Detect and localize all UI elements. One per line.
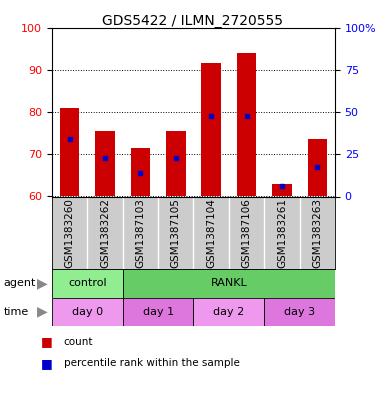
Bar bbox=[193, 298, 264, 326]
Text: ▶: ▶ bbox=[37, 305, 48, 319]
Bar bbox=[123, 298, 193, 326]
Text: day 0: day 0 bbox=[72, 307, 103, 317]
Text: GSM1387106: GSM1387106 bbox=[241, 198, 251, 268]
Text: GSM1383263: GSM1383263 bbox=[312, 198, 322, 268]
Bar bbox=[131, 148, 150, 196]
Text: agent: agent bbox=[4, 278, 36, 288]
Bar bbox=[201, 63, 221, 196]
Bar bbox=[237, 53, 256, 196]
Text: GSM1387105: GSM1387105 bbox=[171, 198, 181, 268]
Text: day 2: day 2 bbox=[213, 307, 244, 317]
Text: control: control bbox=[68, 278, 107, 288]
Bar bbox=[52, 298, 123, 326]
Text: day 3: day 3 bbox=[284, 307, 315, 317]
Text: GSM1387103: GSM1387103 bbox=[136, 198, 146, 268]
Bar bbox=[95, 131, 115, 196]
Bar bbox=[272, 184, 291, 196]
Text: GSM1383260: GSM1383260 bbox=[65, 198, 75, 268]
Bar bbox=[264, 298, 335, 326]
Text: day 1: day 1 bbox=[142, 307, 174, 317]
Bar bbox=[60, 108, 79, 196]
Text: time: time bbox=[4, 307, 29, 317]
Bar bbox=[166, 131, 186, 196]
Text: percentile rank within the sample: percentile rank within the sample bbox=[64, 358, 239, 368]
Text: GSM1383262: GSM1383262 bbox=[100, 198, 110, 268]
Text: RANKL: RANKL bbox=[211, 278, 247, 288]
Text: ▶: ▶ bbox=[37, 276, 48, 290]
Text: GSM1383261: GSM1383261 bbox=[277, 198, 287, 268]
Bar bbox=[123, 269, 335, 298]
Text: ■: ■ bbox=[40, 356, 52, 370]
Bar bbox=[308, 140, 327, 196]
Text: GDS5422 / ILMN_2720555: GDS5422 / ILMN_2720555 bbox=[102, 14, 283, 28]
Text: GSM1387104: GSM1387104 bbox=[206, 198, 216, 268]
Text: ■: ■ bbox=[40, 335, 52, 348]
Bar bbox=[52, 269, 123, 298]
Text: count: count bbox=[64, 336, 93, 347]
